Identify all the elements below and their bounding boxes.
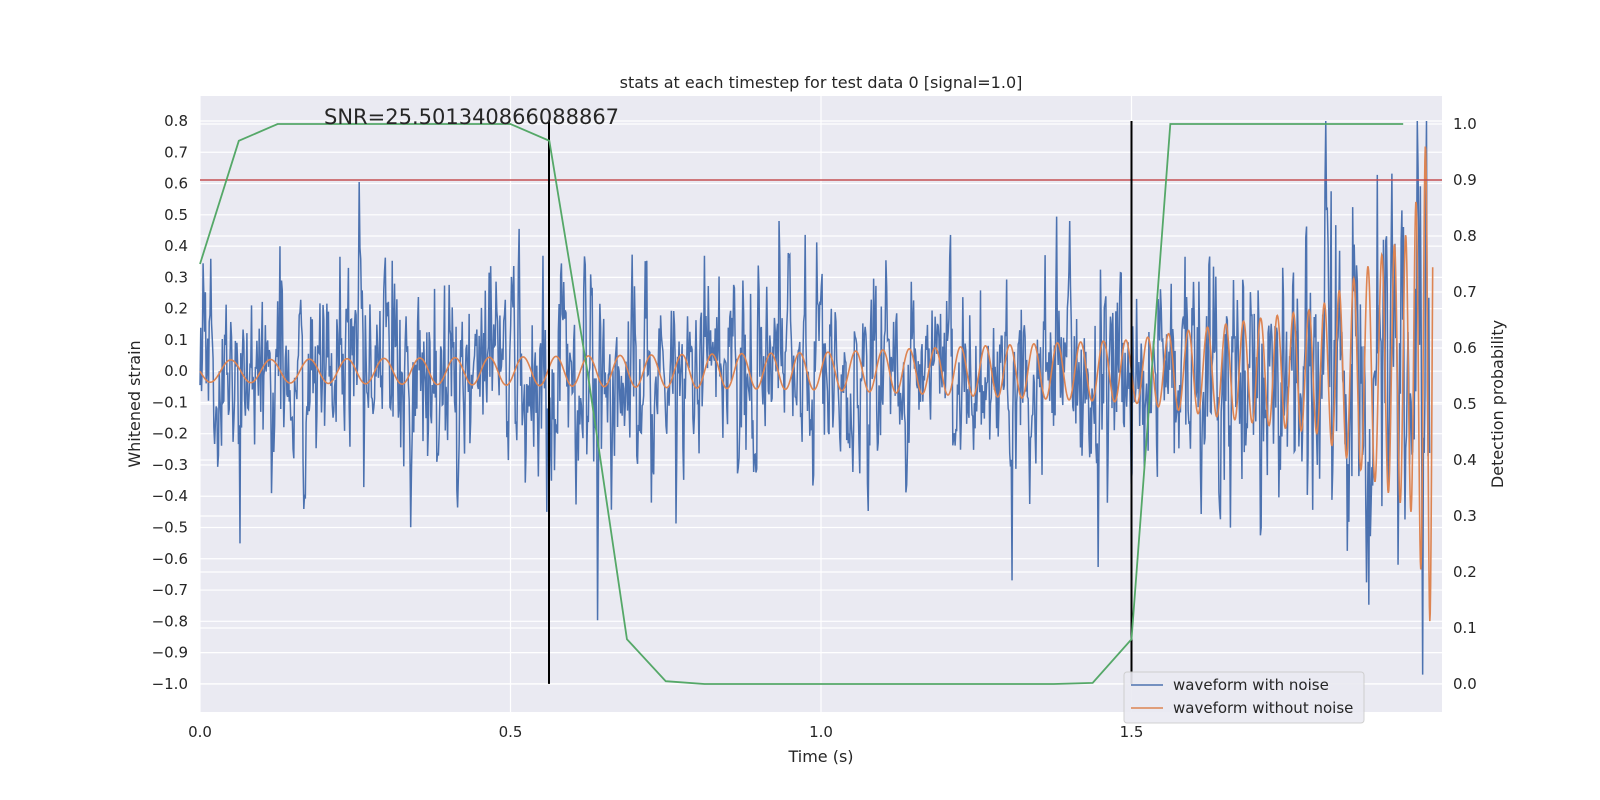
y-tick-label: 0.1 [164,331,188,349]
y-tick-label: −0.8 [152,612,188,630]
series-layer [199,121,1442,685]
y2-tick-label: 0.6 [1453,339,1477,357]
tick-labels: 0.0 0.5 1.0 1.5 0.8 0.7 0.6 0.5 0.4 0.3 0.2 0.1 0.0 −… [152,112,1477,741]
y-tick-label: −0.5 [152,519,188,537]
y-tick-label: −0.6 [152,550,188,568]
snr-annotation: SNR=25.501340866088867 [324,105,619,129]
y2-tick-label: 0.0 [1453,675,1477,693]
x-tick-label: 1.5 [1120,723,1144,741]
x-tick-label: 1.0 [809,723,833,741]
grid-lines [199,96,1442,712]
y-tick-label: 0.3 [164,268,188,286]
chart-title: stats at each timestep for test data 0 [… [620,73,1023,92]
y2-tick-label: 0.2 [1453,563,1477,581]
y-tick-label: 0.2 [164,300,188,318]
y2-tick-label: 0.1 [1453,619,1477,637]
series-detection-probability [199,123,1404,685]
y2-tick-label: 0.4 [1453,451,1477,469]
legend-label-with-noise: waveform with noise [1173,676,1329,694]
y2-tick-label: 0.5 [1453,395,1477,413]
y-tick-label: −0.9 [152,644,188,662]
y-tick-label: 0.0 [164,362,188,380]
y-axis-label: Whitened strain [125,340,144,467]
y-tick-label: −0.4 [152,487,188,505]
y2-tick-label: 0.7 [1453,283,1477,301]
y-tick-label: −0.3 [152,456,188,474]
y2-tick-label: 0.3 [1453,507,1477,525]
y-tick-label: 0.7 [164,143,188,161]
y2-axis-label: Detection probability [1488,320,1507,488]
y-tick-label: −1.0 [152,675,188,693]
legend: waveform with noise waveform without noi… [1123,671,1365,724]
y-tick-label: −0.2 [152,425,188,443]
y-tick-label: −0.7 [152,581,188,599]
y2-tick-label: 1.0 [1453,115,1477,133]
series-waveform-with-noise [199,121,1431,675]
x-axis-label: Time (s) [787,747,853,766]
y-tick-label: 0.5 [164,206,188,224]
y2-tick-label: 0.8 [1453,227,1477,245]
series-waveform-without-noise [199,146,1434,622]
x-tick-label: 0.0 [188,723,212,741]
legend-box [1123,671,1365,724]
y-tick-label: 0.4 [164,237,188,255]
y-tick-label: 0.8 [164,112,188,130]
y-tick-label: −0.1 [152,393,188,411]
x-tick-label: 0.5 [499,723,523,741]
y2-tick-label: 0.9 [1453,171,1477,189]
legend-label-without-noise: waveform without noise [1173,699,1353,717]
y-tick-label: 0.6 [164,175,188,193]
